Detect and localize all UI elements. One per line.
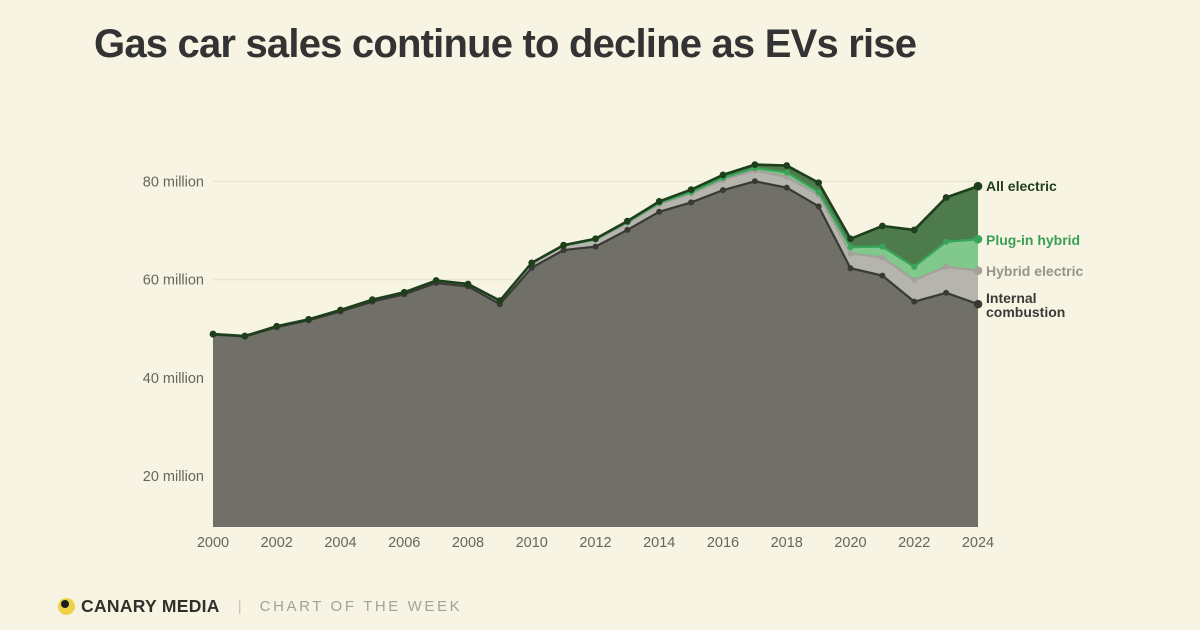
- svg-text:2016: 2016: [707, 535, 739, 551]
- svg-text:40 million: 40 million: [143, 371, 204, 387]
- svg-text:20 million: 20 million: [143, 469, 204, 485]
- footer-separator: |: [237, 597, 242, 615]
- page-title: Gas car sales continue to decline as EVs…: [94, 22, 917, 66]
- svg-text:2000: 2000: [197, 535, 229, 551]
- footer: CANARY MEDIA | CHART OF THE WEEK: [58, 592, 462, 620]
- svg-text:2010: 2010: [516, 535, 548, 551]
- svg-text:2008: 2008: [452, 535, 484, 551]
- svg-text:2020: 2020: [834, 535, 866, 551]
- svg-text:2006: 2006: [388, 535, 420, 551]
- svg-text:2014: 2014: [643, 535, 675, 551]
- canary-media-logo-icon: [58, 597, 75, 615]
- footer-tagline: CHART OF THE WEEK: [259, 597, 463, 615]
- svg-text:2004: 2004: [324, 535, 356, 551]
- svg-text:2018: 2018: [771, 535, 803, 551]
- svg-text:60 million: 60 million: [143, 273, 204, 289]
- svg-text:2024: 2024: [962, 535, 994, 551]
- svg-text:2022: 2022: [898, 535, 930, 551]
- svg-text:80 million: 80 million: [143, 174, 204, 190]
- svg-text:2002: 2002: [261, 535, 293, 551]
- svg-text:2012: 2012: [579, 535, 611, 551]
- brand-name: CANARY MEDIA: [81, 595, 220, 616]
- logo-dot: [61, 599, 69, 608]
